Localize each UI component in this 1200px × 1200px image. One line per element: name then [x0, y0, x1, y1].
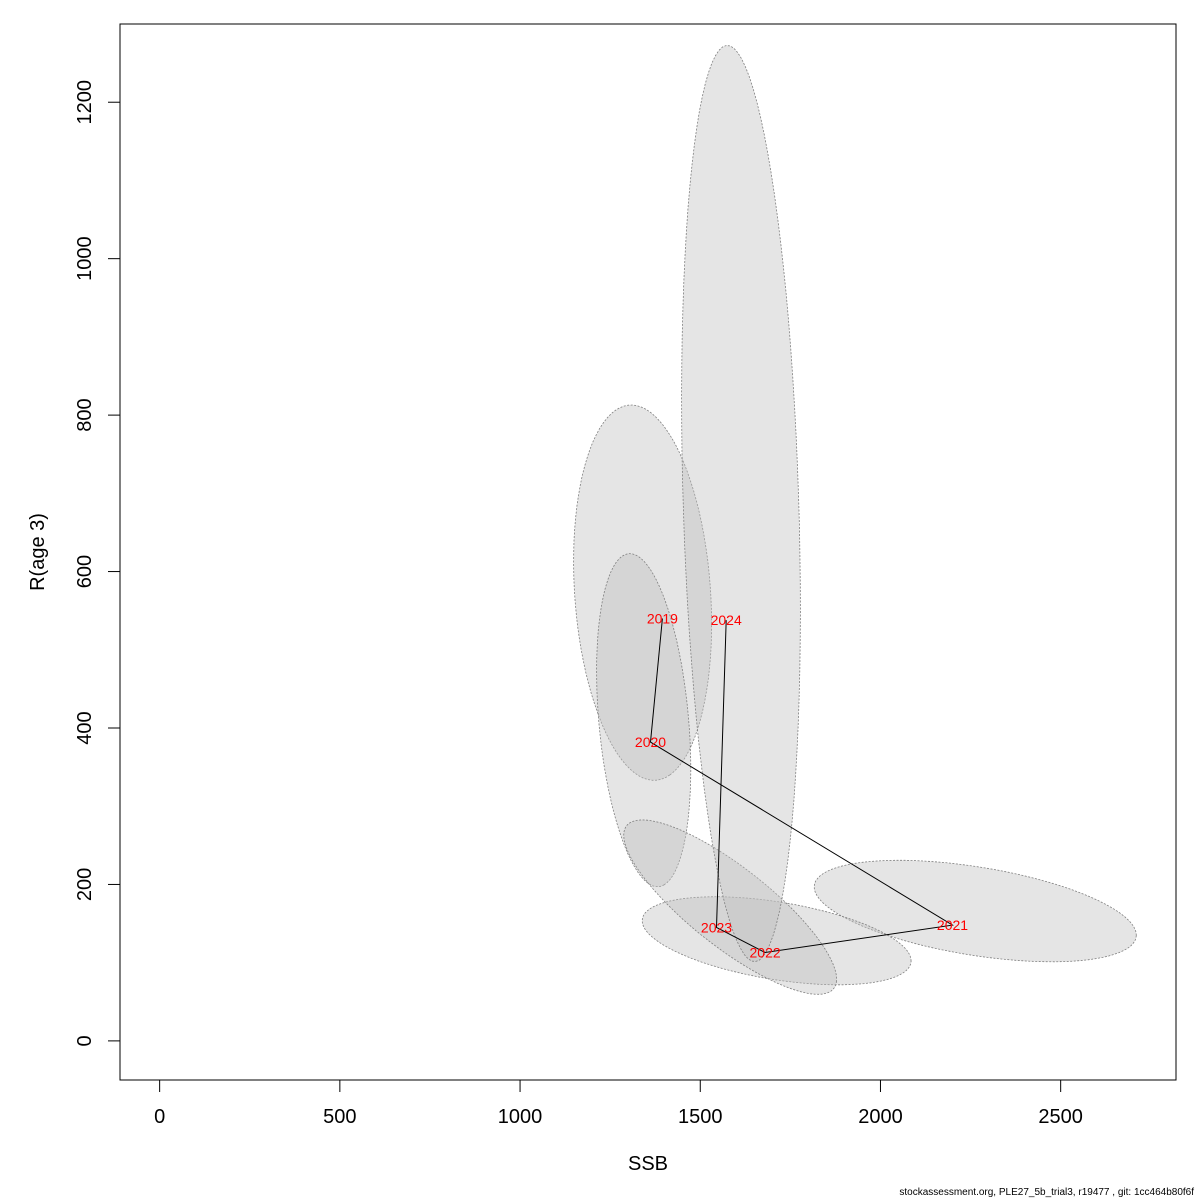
x-tick-label: 2000	[858, 1106, 903, 1128]
footer-credit: stockassessment.org, PLE27_5b_trial3, r1…	[899, 1187, 1194, 1198]
point-label-2021: 2021	[937, 917, 968, 933]
confidence-region-2021	[813, 859, 1137, 963]
x-tick-label: 1000	[498, 1106, 543, 1128]
y-tick-label: 800	[74, 398, 96, 431]
x-axis: 0 500 1000 1500 2000 2500	[154, 1079, 1083, 1128]
point-label-2020: 2020	[635, 734, 666, 750]
point-label-2024: 2024	[711, 612, 742, 628]
trajectory	[649, 618, 954, 954]
y-axis: 0 200 400 600 800 1000 1200	[74, 80, 121, 1046]
confidence-region-2023	[623, 819, 838, 995]
confidence-region-2022	[641, 896, 912, 986]
confidence-region-2024	[681, 45, 801, 962]
x-tick-label: 500	[323, 1106, 356, 1128]
confidence-region-2019	[573, 404, 713, 781]
confidence-region-2020	[596, 553, 692, 888]
point-label-2023: 2023	[701, 920, 732, 936]
x-tick-label: 2500	[1038, 1106, 1083, 1128]
x-tick-label: 1500	[678, 1106, 723, 1128]
y-tick-label: 1200	[74, 80, 96, 125]
point-label-2019: 2019	[647, 611, 678, 627]
y-tick-label: 400	[74, 711, 96, 744]
point-labels: 2019 2020 2021 2022 2023 2024	[635, 611, 968, 961]
y-tick-label: 0	[74, 1035, 96, 1046]
x-axis-title: SSB	[628, 1153, 668, 1175]
trajectory-line	[649, 618, 954, 954]
point-label-2022: 2022	[750, 945, 781, 961]
y-axis-title: R(age 3)	[27, 513, 49, 591]
confidence-regions	[573, 45, 1137, 995]
x-tick-label: 0	[154, 1106, 165, 1128]
y-tick-label: 200	[74, 868, 96, 901]
y-tick-label: 1000	[74, 236, 96, 281]
y-tick-label: 600	[74, 555, 96, 588]
